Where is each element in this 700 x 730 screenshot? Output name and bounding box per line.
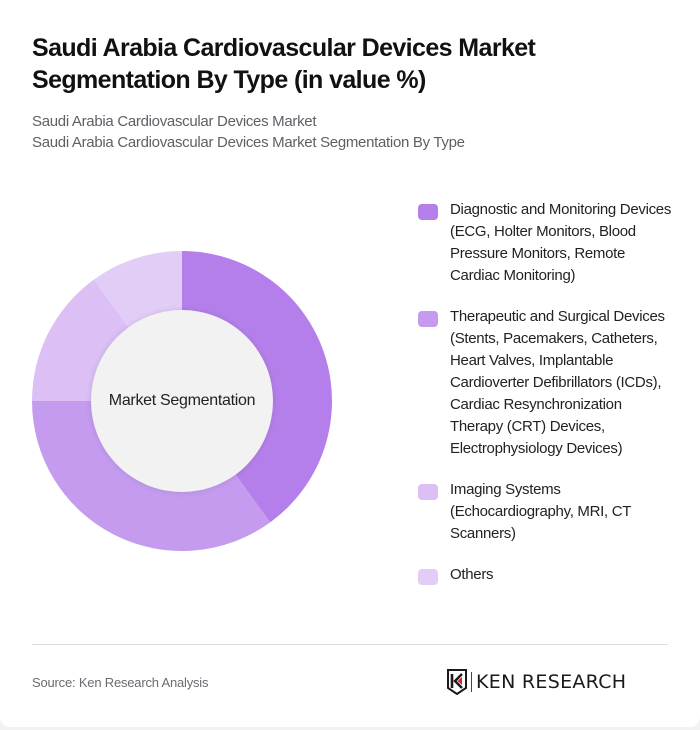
chart-legend: Diagnostic and Monitoring Devices (ECG, …	[418, 199, 678, 605]
logo-separator	[471, 672, 472, 692]
legend-item-therapeutic[interactable]: Therapeutic and Surgical Devices (Stents…	[418, 306, 678, 460]
donut-chart: Market Segmentation	[32, 251, 332, 551]
donut-center	[91, 310, 273, 492]
chart-title: Saudi Arabia Cardiovascular Devices Mark…	[32, 34, 536, 94]
legend-item-diagnostic[interactable]: Diagnostic and Monitoring Devices (ECG, …	[418, 199, 678, 287]
ken-research-logo-icon	[447, 669, 467, 695]
footer-divider	[32, 644, 668, 645]
subtitle-segmentation: Saudi Arabia Cardiovascular Devices Mark…	[32, 134, 465, 151]
legend-swatch	[418, 569, 438, 585]
legend-label: Therapeutic and Surgical Devices (Stents…	[450, 308, 665, 457]
source-note: Source: Ken Research Analysis	[32, 675, 209, 690]
ken-research-logo: KEN RESEARCH	[447, 669, 626, 695]
legend-label: Diagnostic and Monitoring Devices (ECG, …	[450, 201, 672, 284]
logo-text: KEN RESEARCH	[476, 671, 627, 693]
legend-swatch	[418, 204, 438, 220]
legend-item-imaging[interactable]: Imaging Systems (Echocardiography, MRI, …	[418, 479, 678, 545]
legend-swatch	[418, 311, 438, 327]
subtitle-market: Saudi Arabia Cardiovascular Devices Mark…	[32, 113, 317, 130]
legend-item-others[interactable]: Others	[418, 564, 678, 586]
donut-svg	[32, 251, 332, 551]
legend-label: Imaging Systems (Echocardiography, MRI, …	[450, 481, 631, 542]
legend-swatch	[418, 484, 438, 500]
legend-label: Others	[450, 566, 494, 583]
